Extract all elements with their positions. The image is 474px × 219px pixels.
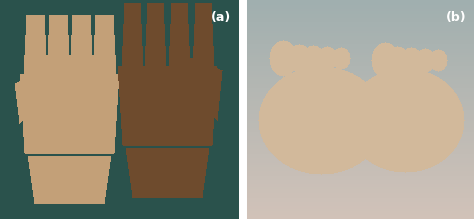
Text: (b): (b) xyxy=(446,11,466,23)
Text: (a): (a) xyxy=(211,11,231,23)
